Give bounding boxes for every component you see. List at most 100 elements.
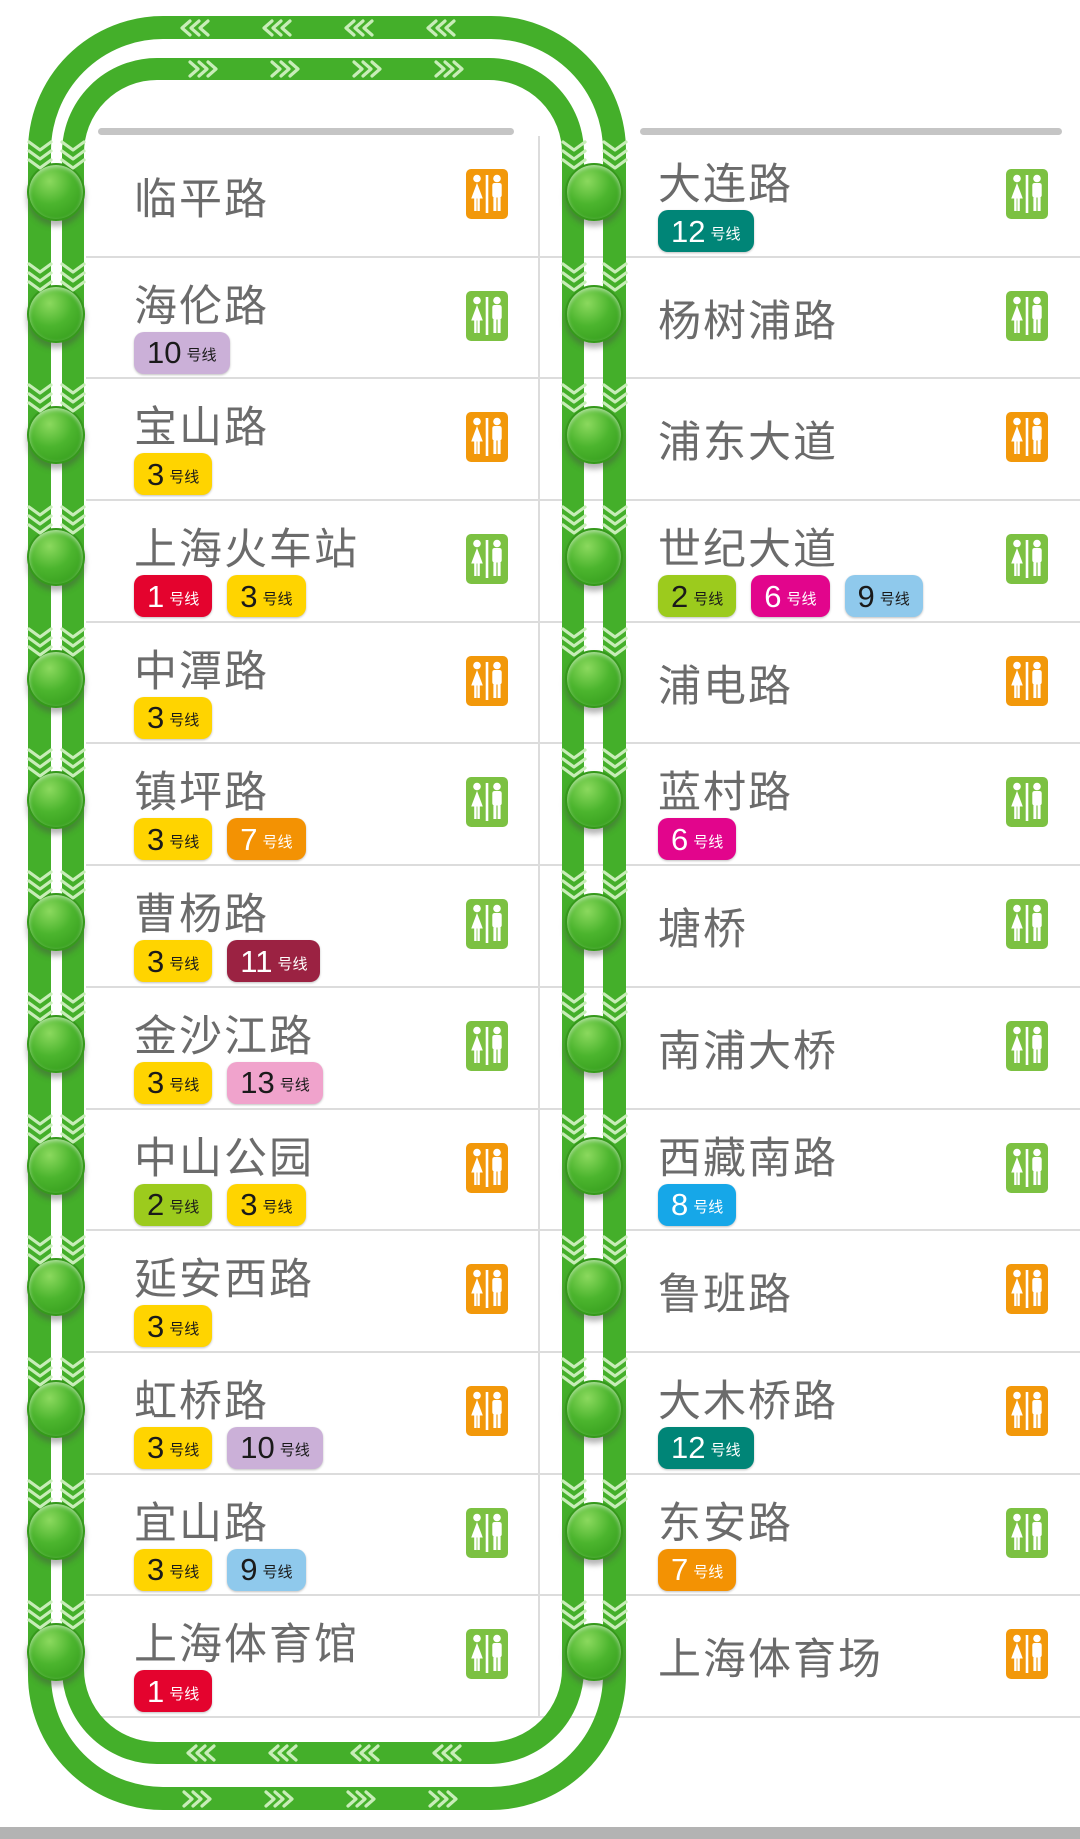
transfer-line-suffix: 号线: [169, 1564, 200, 1582]
station-row[interactable]: 东安路 7 号线: [540, 1475, 1080, 1597]
transfer-line-number: 3: [147, 1552, 165, 1588]
direction-chevron-icon: [560, 262, 587, 292]
transfer-line-number: 3: [147, 456, 165, 492]
direction-chevron-icon: [601, 627, 628, 657]
transfer-line-suffix: 号线: [169, 955, 200, 973]
restroom-icon: [466, 899, 508, 950]
restroom-icon: [466, 1629, 508, 1680]
direction-chevron-icon: [60, 627, 86, 657]
transfer-line-badge: 11 号线: [227, 940, 321, 983]
transfer-line-suffix: 号线: [169, 1199, 200, 1217]
station-row[interactable]: 浦电路: [540, 623, 1080, 745]
transfer-badges: 3 号线 10 号线: [134, 1426, 323, 1469]
restroom-icon: [466, 655, 508, 706]
transfer-line-number: 13: [240, 1065, 275, 1101]
station-row[interactable]: 临平路: [86, 136, 538, 258]
station-node: [27, 163, 85, 221]
transfer-line-number: 3: [240, 578, 258, 614]
station-name: 浦东大道: [658, 419, 838, 468]
restroom-icon: [1006, 655, 1048, 706]
transfer-line-number: 3: [147, 1065, 165, 1101]
station-row[interactable]: 曹杨路 3 号线 11 号线: [86, 866, 538, 988]
transfer-line-badge: 8 号线: [658, 1183, 737, 1226]
station-row[interactable]: 杨树浦路: [540, 258, 1080, 380]
direction-chevron-icon: [432, 1744, 464, 1762]
direction-chevron-icon: [60, 505, 86, 535]
transfer-badges: 2 号线 6 号线 9 号线: [658, 575, 923, 618]
transfer-badges: 6 号线: [658, 818, 737, 861]
station-row[interactable]: 中潭路 3 号线: [86, 623, 538, 745]
transfer-line-number: 6: [671, 821, 689, 857]
station-row[interactable]: 宝山路 3 号线: [86, 379, 538, 502]
direction-chevron-icon: [268, 1744, 300, 1762]
direction-chevron-icon: [60, 1357, 86, 1387]
transfer-line-number: 1: [147, 578, 165, 614]
station-row[interactable]: 虹桥路 3 号线 10 号线: [86, 1353, 538, 1475]
transfer-line-suffix: 号线: [169, 590, 200, 608]
direction-chevron-icon: [344, 19, 376, 37]
station-name: 大木桥路: [658, 1377, 838, 1426]
direction-chevron-icon: [60, 1235, 86, 1265]
station-row[interactable]: 鲁班路: [540, 1231, 1080, 1353]
transfer-line-badge: 3 号线: [134, 1305, 213, 1348]
metro-line-inner-loop: [62, 58, 584, 1764]
direction-chevron-icon: [601, 870, 628, 900]
station-node: [565, 163, 623, 221]
direction-chevron-icon: [601, 505, 628, 535]
station-row[interactable]: 延安西路 3 号线: [86, 1231, 538, 1353]
station-name: 中山公园: [134, 1134, 314, 1183]
direction-chevron-icon: [180, 19, 212, 37]
station-row[interactable]: 上海火车站 1 号线 3 号线: [86, 501, 538, 623]
transfer-line-number: 9: [857, 578, 875, 614]
station-node: [565, 1623, 623, 1682]
transfer-line-suffix: 号线: [262, 833, 293, 851]
station-row[interactable]: 镇坪路 3 号线 7 号线: [86, 744, 538, 867]
station-row[interactable]: 海伦路 10 号线: [86, 258, 538, 380]
station-row[interactable]: 西藏南路 8 号线: [540, 1110, 1080, 1232]
transfer-line-number: 10: [147, 335, 182, 371]
station-node: [565, 406, 623, 465]
transfer-line-number: 3: [147, 1430, 165, 1466]
direction-chevron-icon: [26, 1235, 53, 1265]
station-row[interactable]: 大木桥路 12 号线: [540, 1353, 1080, 1475]
transfer-line-number: 3: [240, 1187, 258, 1223]
station-row[interactable]: 浦东大道: [540, 379, 1080, 502]
station-row[interactable]: 蓝村路 6 号线: [540, 744, 1080, 867]
direction-chevron-icon: [601, 383, 628, 413]
station-row[interactable]: 宜山路 3 号线 9 号线: [86, 1475, 538, 1597]
transfer-line-badge: 3 号线: [134, 453, 213, 496]
station-row[interactable]: 中山公园 2 号线 3 号线: [86, 1110, 538, 1232]
transfer-line-suffix: 号线: [693, 833, 724, 851]
transfer-line-badge: 1 号线: [134, 575, 213, 618]
station-node: [565, 1014, 623, 1073]
station-row[interactable]: 上海体育馆 1 号线: [86, 1596, 538, 1718]
station-row[interactable]: 上海体育场: [540, 1596, 1080, 1718]
direction-chevron-icon: [26, 992, 53, 1022]
direction-chevron-icon: [560, 992, 587, 1022]
station-row[interactable]: 金沙江路 3 号线 13 号线: [86, 988, 538, 1110]
direction-chevron-icon: [186, 60, 218, 78]
station-node: [565, 771, 623, 830]
restroom-icon: [1006, 169, 1048, 219]
station-name: 宜山路: [134, 1499, 269, 1548]
transfer-line-badge: 3 号线: [227, 575, 306, 618]
station-row[interactable]: 塘桥: [540, 866, 1080, 988]
station-node: [565, 893, 623, 952]
transfer-line-number: 9: [240, 1552, 258, 1588]
station-name: 镇坪路: [134, 769, 269, 818]
list-top-divider-right: [640, 128, 1062, 135]
direction-chevron-icon: [560, 505, 587, 535]
direction-chevron-icon: [60, 748, 86, 779]
transfer-line-suffix: 号线: [693, 1564, 724, 1582]
transfer-line-number: 12: [671, 1430, 706, 1466]
transfer-line-badge: 3 号线: [134, 1426, 213, 1469]
station-row[interactable]: 大连路 12 号线: [540, 136, 1080, 258]
transfer-line-suffix: 号线: [262, 1199, 293, 1217]
station-row[interactable]: 南浦大桥: [540, 988, 1080, 1110]
direction-chevron-icon: [560, 1113, 587, 1144]
direction-chevron-icon: [601, 140, 628, 170]
station-node: [27, 1623, 85, 1682]
station-name: 临平路: [134, 175, 269, 224]
direction-chevron-icon: [560, 1357, 587, 1387]
station-row[interactable]: 世纪大道 2 号线 6 号线 9 号线: [540, 501, 1080, 623]
